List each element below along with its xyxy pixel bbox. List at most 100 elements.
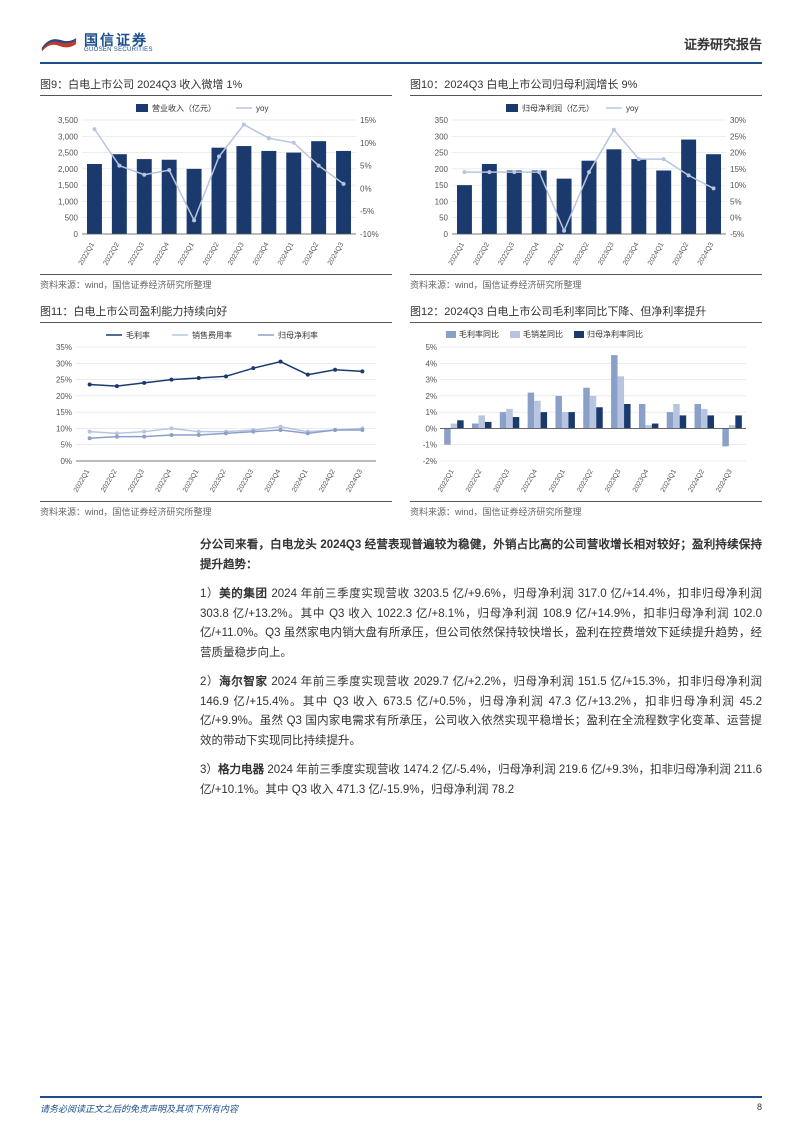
svg-text:15%: 15% — [56, 408, 72, 417]
logo-cn: 国信证券 — [84, 33, 153, 47]
svg-text:yoy: yoy — [256, 104, 268, 113]
chart-11-title: 图11：白电上市公司盈利能力持续向好 — [40, 303, 392, 323]
para-2: 2）海尔智家 2024 年前三季度实现营收 2029.7 亿/+2.2%，归母净… — [200, 673, 762, 751]
chart-10-plot: 归母净利润（亿元）yoy050100150200250300350-5%0%5%… — [410, 100, 762, 270]
svg-text:2024Q1: 2024Q1 — [277, 241, 296, 266]
chart-11-source: 资料来源：wind，国信证券经济研究所整理 — [40, 501, 392, 518]
svg-text:2022Q1: 2022Q1 — [448, 241, 467, 266]
chart-12-plot: 毛利率同比毛销差同比归母净利率同比-2%-1%0%1%2%3%4%5%2022Q… — [410, 327, 762, 497]
svg-text:-5%: -5% — [360, 207, 374, 216]
svg-text:毛利率: 毛利率 — [126, 330, 150, 340]
svg-text:2022Q3: 2022Q3 — [127, 241, 146, 266]
svg-text:2023Q4: 2023Q4 — [632, 468, 651, 493]
svg-text:0: 0 — [74, 230, 79, 239]
svg-text:1%: 1% — [425, 408, 437, 417]
chart-12-source: 资料来源：wind，国信证券经济研究所整理 — [410, 501, 762, 518]
page-number: 8 — [757, 1102, 762, 1115]
svg-text:500: 500 — [65, 214, 79, 223]
svg-text:2%: 2% — [425, 392, 437, 401]
svg-text:2023Q4: 2023Q4 — [252, 241, 271, 266]
svg-text:2022Q3: 2022Q3 — [127, 468, 146, 493]
svg-text:350: 350 — [435, 116, 449, 125]
svg-text:2024Q1: 2024Q1 — [291, 468, 310, 493]
svg-text:25%: 25% — [730, 132, 746, 141]
chart-9-title: 图9：白电上市公司 2024Q3 收入微增 1% — [40, 76, 392, 96]
chart-11-plot: 毛利率销售费用率归母净利率0%5%10%15%20%25%30%35%2022Q… — [40, 327, 392, 497]
svg-text:2023Q2: 2023Q2 — [572, 241, 591, 266]
svg-text:2024Q3: 2024Q3 — [715, 468, 734, 493]
svg-text:2023Q2: 2023Q2 — [576, 468, 595, 493]
svg-text:2023Q3: 2023Q3 — [597, 241, 616, 266]
svg-text:30%: 30% — [730, 116, 746, 125]
svg-text:2022Q3: 2022Q3 — [493, 468, 512, 493]
svg-text:0%: 0% — [730, 214, 742, 223]
svg-text:4%: 4% — [425, 359, 437, 368]
svg-text:2023Q1: 2023Q1 — [547, 241, 566, 266]
svg-text:2022Q2: 2022Q2 — [473, 241, 492, 266]
logo-en: GUOSEN SECURITIES — [84, 47, 153, 53]
svg-text:2,000: 2,000 — [58, 165, 79, 174]
svg-text:0%: 0% — [425, 424, 437, 433]
svg-text:2022Q4: 2022Q4 — [155, 468, 174, 493]
svg-text:1,000: 1,000 — [58, 197, 79, 206]
svg-text:250: 250 — [435, 149, 449, 158]
svg-text:2024Q2: 2024Q2 — [318, 468, 337, 493]
footer-disclaimer: 请务必阅读正文之后的免责声明及其项下所有内容 — [40, 1102, 238, 1115]
svg-text:3,500: 3,500 — [58, 116, 79, 125]
svg-text:2023Q1: 2023Q1 — [177, 241, 196, 266]
guosen-logo-icon — [40, 30, 78, 56]
svg-text:2022Q1: 2022Q1 — [437, 468, 456, 493]
svg-text:3,000: 3,000 — [58, 132, 79, 141]
svg-text:2024Q2: 2024Q2 — [302, 241, 321, 266]
svg-text:2022Q2: 2022Q2 — [465, 468, 484, 493]
chart-10-title: 图10：2024Q3 白电上市公司归母利润增长 9% — [410, 76, 762, 96]
svg-text:1,500: 1,500 — [58, 181, 79, 190]
svg-text:2024Q3: 2024Q3 — [697, 241, 716, 266]
svg-text:0%: 0% — [360, 184, 372, 193]
svg-text:2022Q2: 2022Q2 — [100, 468, 119, 493]
svg-text:2023Q1: 2023Q1 — [548, 468, 567, 493]
svg-text:0%: 0% — [60, 457, 72, 466]
logo: 国信证券 GUOSEN SECURITIES — [40, 30, 153, 56]
report-title: 证券研究报告 — [684, 34, 762, 53]
svg-text:5%: 5% — [60, 441, 72, 450]
svg-text:2022Q2: 2022Q2 — [103, 241, 122, 266]
svg-text:2022Q1: 2022Q1 — [73, 468, 92, 493]
svg-text:2,500: 2,500 — [58, 149, 79, 158]
svg-text:2024Q3: 2024Q3 — [327, 241, 346, 266]
svg-text:2023Q4: 2023Q4 — [264, 468, 283, 493]
svg-text:销售费用率: 销售费用率 — [192, 330, 232, 340]
svg-text:10%: 10% — [56, 424, 72, 433]
svg-text:2023Q2: 2023Q2 — [209, 468, 228, 493]
svg-text:2022Q3: 2022Q3 — [497, 241, 516, 266]
svg-text:150: 150 — [435, 181, 449, 190]
svg-text:2022Q1: 2022Q1 — [78, 241, 97, 266]
svg-text:10%: 10% — [360, 139, 376, 148]
svg-text:-1%: -1% — [423, 441, 437, 450]
svg-text:归母净利润（亿元）: 归母净利润（亿元） — [522, 103, 594, 113]
svg-text:2023Q3: 2023Q3 — [604, 468, 623, 493]
chart-9-source: 资料来源：wind，国信证券经济研究所整理 — [40, 274, 392, 291]
para-1: 1）美的集团 2024 年前三季度实现营收 3203.5 亿/+9.6%，归母净… — [200, 585, 762, 663]
svg-text:2023Q4: 2023Q4 — [622, 241, 641, 266]
svg-text:5%: 5% — [425, 343, 437, 352]
svg-text:2022Q4: 2022Q4 — [521, 468, 540, 493]
svg-text:3%: 3% — [425, 376, 437, 385]
svg-text:5%: 5% — [730, 197, 742, 206]
svg-text:2022Q4: 2022Q4 — [152, 241, 171, 266]
svg-text:2023Q3: 2023Q3 — [236, 468, 255, 493]
svg-text:yoy: yoy — [626, 104, 638, 113]
chart-12-title: 图12：2024Q3 白电上市公司毛利率同比下降、但净利率提升 — [410, 303, 762, 323]
svg-text:归母净利率同比: 归母净利率同比 — [587, 329, 643, 339]
svg-text:200: 200 — [435, 165, 449, 174]
svg-text:归母净利率: 归母净利率 — [278, 330, 318, 340]
chart-11: 图11：白电上市公司盈利能力持续向好 毛利率 销售费用率 归母净利率 0% 5% 10% 1… — [40, 303, 392, 518]
svg-text:2024Q1: 2024Q1 — [647, 241, 666, 266]
svg-text:15%: 15% — [730, 165, 746, 174]
svg-text:2024Q2: 2024Q2 — [672, 241, 691, 266]
svg-text:30%: 30% — [56, 359, 72, 368]
svg-text:-10%: -10% — [360, 230, 379, 239]
chart-9: 图9：白电上市公司 2024Q3 收入微增 1% 营业收入（亿元）yoy0500… — [40, 76, 392, 291]
chart-12: 图12：2024Q3 白电上市公司毛利率同比下降、但净利率提升 毛利率同比毛销差… — [410, 303, 762, 518]
svg-text:20%: 20% — [730, 149, 746, 158]
